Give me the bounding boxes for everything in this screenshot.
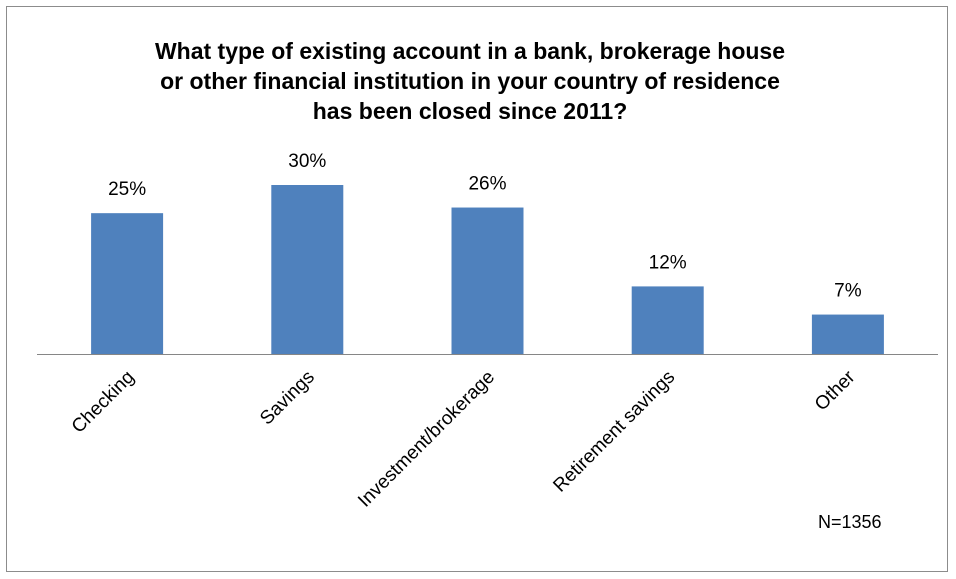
data-label-savings: 30% <box>288 151 326 172</box>
tick-label-retirement-savings: Retirement savings <box>549 367 679 497</box>
chart-title-line-3: has been closed since 2011? <box>312 98 628 124</box>
bar-investment-brokerage <box>451 207 524 354</box>
sample-size-note: N=1356 <box>818 512 882 532</box>
bar-retirement-savings <box>631 286 704 354</box>
bar-other <box>811 314 884 354</box>
tick-label-investment-brokerage: Investment/brokerage <box>354 367 499 512</box>
bar-checking <box>91 213 164 354</box>
bars-layer <box>91 185 884 354</box>
tick-label-savings: Savings <box>256 367 319 430</box>
tick-label-other: Other <box>811 366 860 415</box>
data-label-other: 7% <box>834 281 862 302</box>
category-tick-labels-layer: Checking Savings Investment/brokerage Retir… <box>68 366 860 511</box>
data-label-investment-brokerage: 26% <box>468 174 506 195</box>
tick-label-checking: Checking <box>68 367 139 438</box>
data-labels-layer: 25% 30% 26% 12% 7% <box>108 151 862 302</box>
chart-title: What type of existing account in a bank,… <box>90 36 850 126</box>
bar-savings <box>271 185 344 354</box>
chart-title-line-2: or other financial institution in your c… <box>160 68 780 94</box>
data-label-retirement-savings: 12% <box>649 252 687 273</box>
data-label-checking: 25% <box>108 179 146 200</box>
chart-title-line-1: What type of existing account in a bank,… <box>154 38 786 64</box>
